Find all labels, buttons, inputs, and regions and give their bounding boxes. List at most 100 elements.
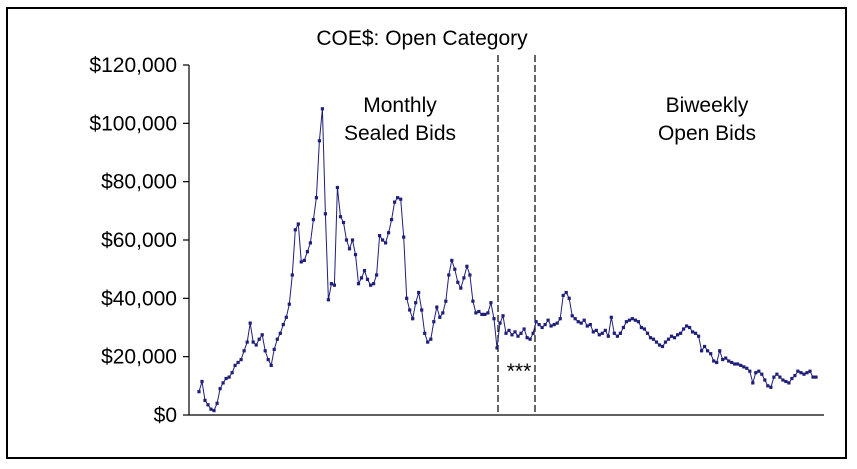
data-point — [405, 296, 409, 300]
data-point — [691, 330, 695, 334]
data-point — [233, 363, 237, 367]
data-point — [760, 372, 764, 376]
y-axis: $0 $20,000 $40,000 $60,000 $80,000 $100,000 $1… — [89, 54, 824, 427]
data-point — [248, 321, 252, 325]
data-point — [236, 360, 240, 365]
data-point — [347, 247, 352, 251]
y-tick-label: $20,000 — [101, 346, 177, 369]
data-point — [212, 409, 216, 413]
data-point — [727, 359, 731, 363]
data-point — [751, 381, 755, 385]
data-point — [287, 302, 291, 306]
data-point — [206, 403, 210, 407]
data-point — [639, 325, 643, 330]
data-point — [329, 282, 333, 286]
data-point — [471, 299, 475, 303]
data-point — [621, 325, 625, 330]
data-point — [447, 273, 451, 277]
data-point — [341, 220, 346, 225]
data-point — [648, 336, 653, 340]
y-tick-label: $60,000 — [101, 229, 177, 252]
data-point — [393, 200, 397, 204]
data-point — [528, 337, 532, 341]
data-point — [483, 312, 487, 316]
data-point — [769, 385, 773, 389]
data-point — [203, 398, 207, 402]
chart-frame: COE$: Open Category $0 $20,000 $40,000 $60,… — [6, 7, 847, 459]
data-point — [251, 340, 255, 344]
data-point — [636, 320, 640, 324]
data-point — [465, 264, 469, 268]
data-point — [591, 330, 595, 334]
y-tick-label: $100,000 — [89, 112, 177, 135]
data-point — [492, 317, 496, 321]
data-point — [459, 286, 463, 290]
data-point — [504, 331, 508, 335]
data-point — [275, 337, 279, 341]
data-point — [323, 212, 327, 216]
data-point — [498, 321, 502, 325]
data-point — [736, 362, 740, 366]
data-point — [739, 363, 743, 367]
data-point — [802, 372, 806, 376]
data-point — [317, 139, 321, 143]
data-point — [396, 196, 400, 200]
data-point — [552, 323, 556, 327]
data-point — [721, 358, 725, 362]
data-point — [344, 238, 349, 242]
data-point — [573, 317, 577, 321]
data-point — [585, 324, 589, 328]
data-point — [808, 369, 812, 373]
data-point — [266, 358, 270, 362]
data-point — [474, 311, 478, 315]
chart-title: COE$: Open Category — [316, 27, 528, 50]
data-point — [748, 369, 752, 373]
data-point — [365, 277, 370, 281]
data-point — [429, 337, 433, 341]
data-point — [787, 381, 791, 385]
data-point — [486, 311, 490, 315]
data-point — [438, 315, 442, 319]
data-point — [414, 301, 418, 305]
data-point — [510, 333, 514, 337]
data-point — [369, 283, 373, 287]
data-point — [278, 331, 282, 335]
data-point — [362, 269, 367, 273]
data-point — [420, 308, 424, 312]
data-point — [326, 298, 330, 302]
data-point — [534, 320, 538, 324]
period-dividers — [497, 55, 536, 415]
data-point — [615, 334, 619, 338]
data-point — [564, 290, 568, 295]
data-point — [633, 318, 637, 322]
data-point — [685, 324, 689, 328]
data-point — [513, 330, 517, 334]
data-point — [799, 371, 803, 375]
data-point — [576, 320, 580, 324]
data-point — [775, 372, 779, 376]
data-point — [676, 333, 680, 337]
data-point — [688, 325, 692, 330]
data-point — [606, 334, 610, 338]
data-point — [543, 323, 547, 327]
data-point — [772, 375, 776, 379]
data-point — [215, 401, 219, 405]
data-point — [426, 340, 430, 344]
data-point — [417, 290, 421, 295]
data-point — [495, 346, 499, 350]
data-point — [489, 301, 493, 305]
data-point — [299, 260, 303, 264]
data-point — [790, 376, 794, 381]
line-chart: COE$: Open Category $0 $20,000 $40,000 $60,… — [89, 27, 824, 427]
data-points — [197, 107, 818, 413]
data-point — [796, 369, 800, 373]
y-tick-label: $0 — [154, 404, 177, 427]
data-point — [477, 309, 481, 314]
data-point — [582, 318, 586, 322]
data-point — [682, 327, 686, 331]
data-point — [654, 340, 659, 344]
data-point — [811, 375, 815, 379]
annotation-monthly-sealed-bids: Monthly Sealed Bids — [344, 94, 456, 145]
data-point — [200, 379, 204, 384]
y-tick-label: $80,000 — [101, 171, 177, 194]
